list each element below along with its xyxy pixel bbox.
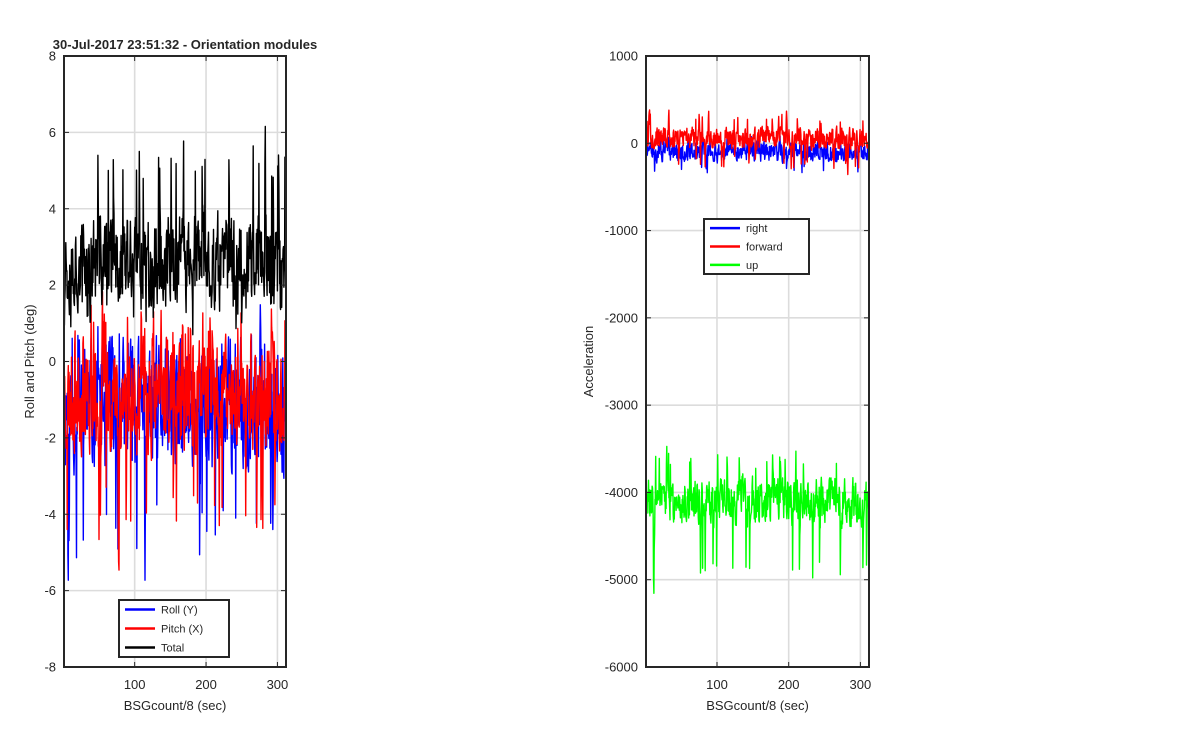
series-line-pitch-x [63, 291, 287, 571]
axes-box [645, 55, 870, 668]
y-tick-label: -6000 [605, 660, 638, 675]
legend-label: Total [161, 643, 184, 655]
x-tick-label: 100 [124, 677, 146, 692]
legend: right forward up [703, 218, 810, 275]
y-tick-label: -6 [44, 583, 56, 598]
y-tick-label: 6 [49, 125, 56, 140]
legend-label: Pitch (X) [161, 624, 203, 636]
y-tick-label: 1000 [609, 49, 638, 64]
y-tick-label: -3000 [605, 398, 638, 413]
x-tick-label: 200 [195, 677, 217, 692]
y-tick-label: -1000 [605, 223, 638, 238]
series-line-up [645, 445, 870, 594]
y-tick-label: 0 [631, 136, 638, 151]
y-tick-label: 4 [49, 201, 56, 216]
y-tick-label: -2000 [605, 310, 638, 325]
series-line-total [63, 125, 287, 336]
y-tick-label: -4 [44, 507, 56, 522]
legend-label: right [746, 223, 767, 235]
series-line-forward [645, 109, 870, 176]
series-group [63, 125, 287, 581]
x-tick-label: 300 [850, 677, 872, 692]
x-tick-label: 200 [778, 677, 800, 692]
y-tick-label: -2 [44, 430, 56, 445]
legend-label: up [746, 260, 758, 272]
x-tick-label: 100 [706, 677, 728, 692]
y-tick-label: 2 [49, 278, 56, 293]
y-axis-label: Roll and Pitch (deg) [22, 304, 37, 418]
orientation-chart: 100 200 300 -8 -6 -4 -2 0 2 4 6 8 BSGcount/8 (sec) Ro… [22, 37, 317, 713]
legend-label: Roll (Y) [161, 605, 198, 617]
y-tick-label: -4000 [605, 485, 638, 500]
x-axis-label: BSGcount/8 (sec) [706, 698, 809, 713]
y-tick-label: 0 [49, 354, 56, 369]
series-group [645, 109, 870, 594]
y-tick-label: -5000 [605, 572, 638, 587]
y-axis-label: Acceleration [581, 326, 596, 398]
y-tick-label: -8 [44, 660, 56, 675]
legend: Roll (Y) Pitch (X) Total [118, 599, 230, 658]
y-tick-label: 8 [49, 49, 56, 64]
chart-title: 30-Jul-2017 23:51:32 - Orientation modul… [53, 37, 317, 52]
x-axis-label: BSGcount/8 (sec) [124, 698, 227, 713]
x-tick-label: 300 [267, 677, 289, 692]
legend-label: forward [746, 242, 783, 254]
acceleration-chart: 100 200 300 -6000 -5000 -4000 -3000 -2000 -1000 0… [581, 49, 871, 714]
